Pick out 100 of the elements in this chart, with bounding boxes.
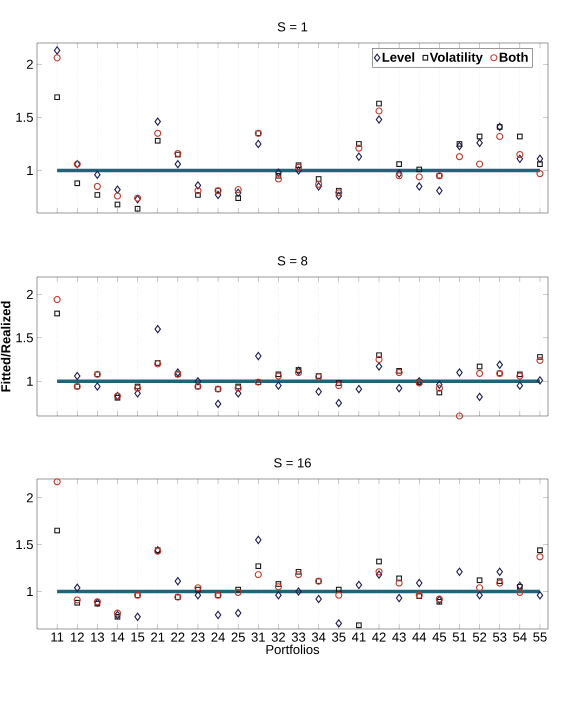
point [234,384,242,392]
point [396,580,403,587]
y-tick-label: 1 [27,376,33,386]
point [114,185,121,194]
legend-label: Level [382,52,414,62]
y-tick-label: 1 [27,587,33,596]
point [496,132,504,140]
point [54,310,60,316]
point [476,577,482,584]
point [234,588,242,596]
point [356,580,362,590]
point [375,568,383,576]
point [537,161,543,167]
point [536,170,544,178]
point [496,568,503,576]
point [255,536,262,544]
y-tick-label: 2 [26,290,33,299]
point [94,192,100,198]
point [94,170,101,179]
point [194,584,202,592]
point [274,175,282,183]
point [276,371,282,378]
point [74,180,80,186]
point [376,570,382,579]
point [436,380,443,389]
point [315,180,322,188]
point [294,369,302,376]
point [536,154,544,163]
point [234,608,242,618]
x-tick-label: 34 [312,632,326,642]
point [94,382,101,391]
x-tick-label: 54 [513,632,527,642]
point [194,187,202,194]
point [276,172,282,179]
point [315,182,322,191]
point [336,619,342,628]
point [516,151,524,158]
point [114,610,121,620]
point [537,354,543,360]
point [516,381,524,390]
point [416,166,422,172]
point [294,571,302,578]
point [214,610,222,620]
point [295,587,302,596]
point [296,162,302,168]
point [294,164,302,171]
y-tick-label: 2 [26,493,33,502]
point [476,160,484,168]
point [195,586,201,592]
x-axis-title: Portfolios [266,644,320,654]
point [335,189,342,196]
point [114,614,120,620]
point [274,372,282,380]
point [496,360,503,369]
point [234,188,242,197]
point [456,141,462,147]
point [356,152,362,161]
point [416,173,423,180]
y-tick-label: 1.5 [16,112,33,122]
point [275,591,282,600]
point [114,202,120,208]
x-tick-label: 21 [151,632,164,642]
point [516,372,524,380]
x-tick-label: 14 [111,632,124,642]
point [134,384,142,392]
point [235,586,242,592]
point [356,622,362,628]
point [376,362,382,371]
point [74,584,80,592]
point [476,138,483,148]
point [396,172,403,180]
point [355,144,362,152]
point [336,380,342,386]
x-tick-label: 12 [70,632,84,642]
point [476,134,482,140]
point [315,594,322,604]
point [456,153,464,160]
point [476,370,484,377]
point [416,578,422,588]
point [134,612,141,621]
point [336,586,342,592]
x-tick-label: 33 [292,632,306,642]
x-tick-label: 32 [272,632,285,642]
point [296,568,302,575]
point [516,134,523,140]
point [376,558,382,564]
point [496,578,503,584]
point [456,568,463,576]
point [54,94,60,100]
x-tick-label: 31 [252,632,265,642]
point [436,390,442,396]
point [396,368,402,374]
point [114,394,120,401]
point [174,160,182,168]
point [335,592,342,599]
point [254,571,262,578]
point [396,170,402,178]
y-tick-label: 2 [26,60,33,69]
x-tick-label: 51 [452,632,466,642]
x-tick-label: 15 [131,632,144,642]
